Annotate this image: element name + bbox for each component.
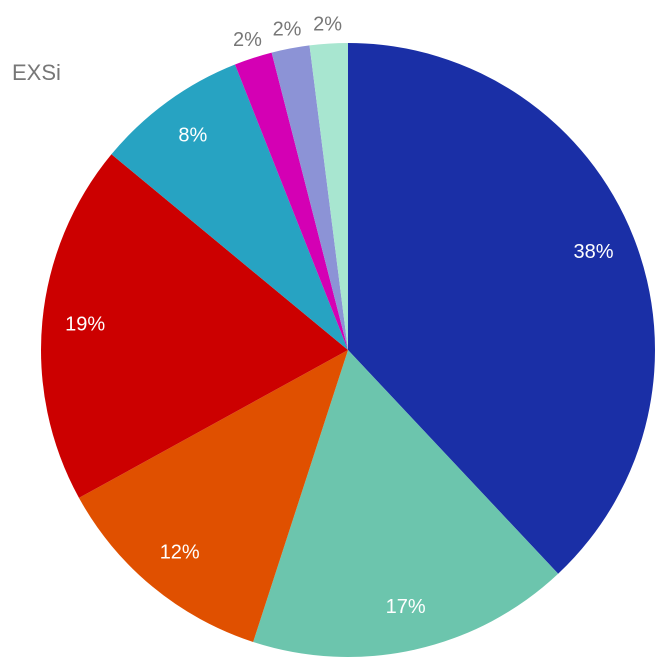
- slice-label: 12%: [160, 542, 200, 564]
- slice-label: 2%: [273, 19, 302, 41]
- slice-label: 2%: [313, 14, 342, 36]
- slice-label: 2%: [233, 29, 262, 51]
- pie-slice: [309, 43, 348, 350]
- pie-slice: [41, 154, 349, 498]
- pie-slice: [271, 45, 348, 351]
- pie-slice: [78, 350, 348, 642]
- slice-label: 38%: [573, 241, 613, 263]
- slice-label: 8%: [178, 125, 207, 147]
- pie-slice: [234, 52, 348, 351]
- pie-slice: [253, 350, 559, 658]
- chart-title: EXSi: [12, 60, 61, 85]
- slice-label: 17%: [386, 596, 426, 618]
- pie-slice: [111, 64, 349, 350]
- slice-label: 19%: [65, 313, 105, 335]
- pie-slice: [348, 43, 655, 574]
